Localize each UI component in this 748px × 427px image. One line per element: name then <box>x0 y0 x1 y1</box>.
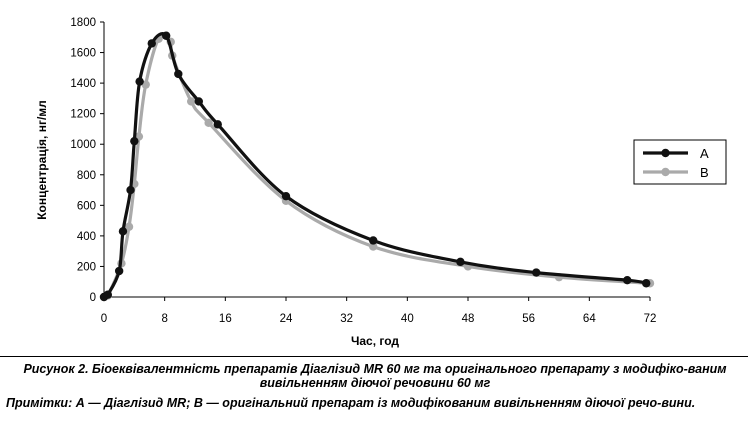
chart-legend: AB <box>633 139 727 185</box>
y-axis-title: Концентрація, нг/мл <box>35 100 49 220</box>
series-a-point <box>623 275 632 285</box>
x-tick-label: 48 <box>462 313 475 325</box>
series-a-point <box>281 191 291 201</box>
y-tick-label: 400 <box>77 231 96 243</box>
concentration-chart: 0 200 400 600 800 1000 1200 1400 1600 1800 0 8 16 24 3… <box>35 17 727 348</box>
x-tick-label: 40 <box>401 313 414 325</box>
x-tick-label: 56 <box>522 313 535 325</box>
series-a-point <box>135 77 144 86</box>
legend-box <box>633 139 727 185</box>
series-a-point <box>147 39 156 48</box>
x-tick-label: 64 <box>583 313 596 325</box>
series-a-point <box>213 120 222 129</box>
series-a-point <box>369 236 378 245</box>
caption-divider <box>0 356 748 357</box>
x-tick-label: 32 <box>340 313 353 325</box>
legend-label: B <box>700 165 709 180</box>
series-a-point <box>174 69 183 79</box>
series-a-point <box>118 227 128 236</box>
x-tick-label: 0 <box>101 313 107 325</box>
series-a-point <box>126 185 135 195</box>
y-tick-label: 1000 <box>70 139 96 151</box>
y-tick-label: 1600 <box>70 48 96 60</box>
chart-axes: 0 200 400 600 800 1000 1200 1400 1600 1800 0 8 16 24 3… <box>70 17 656 325</box>
series-a-point <box>532 268 541 277</box>
x-tick-label: 16 <box>219 313 232 325</box>
x-tick-label: 8 <box>161 313 167 325</box>
x-tick-label: 72 <box>644 313 657 325</box>
x-tick-label: 24 <box>280 313 293 325</box>
series-b-point <box>204 118 213 128</box>
y-tick-label: 1800 <box>70 17 96 29</box>
y-tick-label: 600 <box>77 200 96 212</box>
series-a-point <box>456 257 465 267</box>
series-b-point <box>124 222 134 231</box>
legend-swatch-marker <box>661 167 670 177</box>
chart-series <box>99 31 655 302</box>
y-tick-label: 200 <box>77 261 96 273</box>
figure-caption: Рисунок 2. Біоеквівалентність препаратів… <box>23 362 727 390</box>
y-tick-label: 0 <box>90 292 96 304</box>
series-b-point <box>369 242 378 251</box>
x-axis-title: Час, год <box>351 334 399 348</box>
series-a-point <box>114 266 124 276</box>
series-b-point <box>187 97 196 106</box>
series-a-point <box>161 31 171 40</box>
legend-swatch-marker <box>661 148 670 158</box>
y-tick-label: 1200 <box>70 109 96 121</box>
legend-label: A <box>700 146 709 161</box>
series-a-point <box>103 290 112 299</box>
series-a-point <box>642 279 651 288</box>
figure-notes: Примітки: А — Діаглізид MR; В — оригінал… <box>6 396 696 410</box>
series-a-point <box>130 136 139 146</box>
y-tick-label: 800 <box>77 170 96 182</box>
series-b-line <box>102 34 651 300</box>
series-a-point <box>194 97 203 106</box>
series-a-line <box>103 32 647 299</box>
y-tick-label: 1400 <box>70 78 96 90</box>
